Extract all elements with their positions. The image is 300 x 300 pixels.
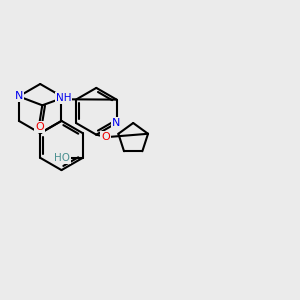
Text: O: O <box>35 122 44 132</box>
Text: HO: HO <box>54 153 70 163</box>
Text: N: N <box>112 118 121 128</box>
Text: NH: NH <box>56 93 71 103</box>
Text: O: O <box>101 132 110 142</box>
Text: N: N <box>15 91 23 101</box>
